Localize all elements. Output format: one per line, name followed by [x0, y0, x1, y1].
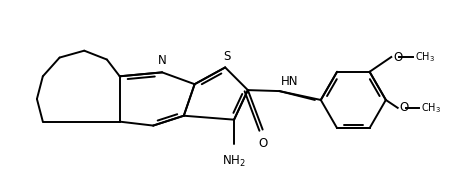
- Text: N: N: [158, 55, 167, 68]
- Text: S: S: [223, 49, 231, 62]
- Text: CH$_3$: CH$_3$: [421, 101, 441, 115]
- Text: HN: HN: [281, 75, 299, 88]
- Text: O: O: [393, 50, 403, 63]
- Text: CH$_3$: CH$_3$: [415, 50, 435, 64]
- Text: O: O: [258, 137, 267, 150]
- Text: NH$_2$: NH$_2$: [222, 154, 246, 169]
- Text: O: O: [400, 101, 409, 114]
